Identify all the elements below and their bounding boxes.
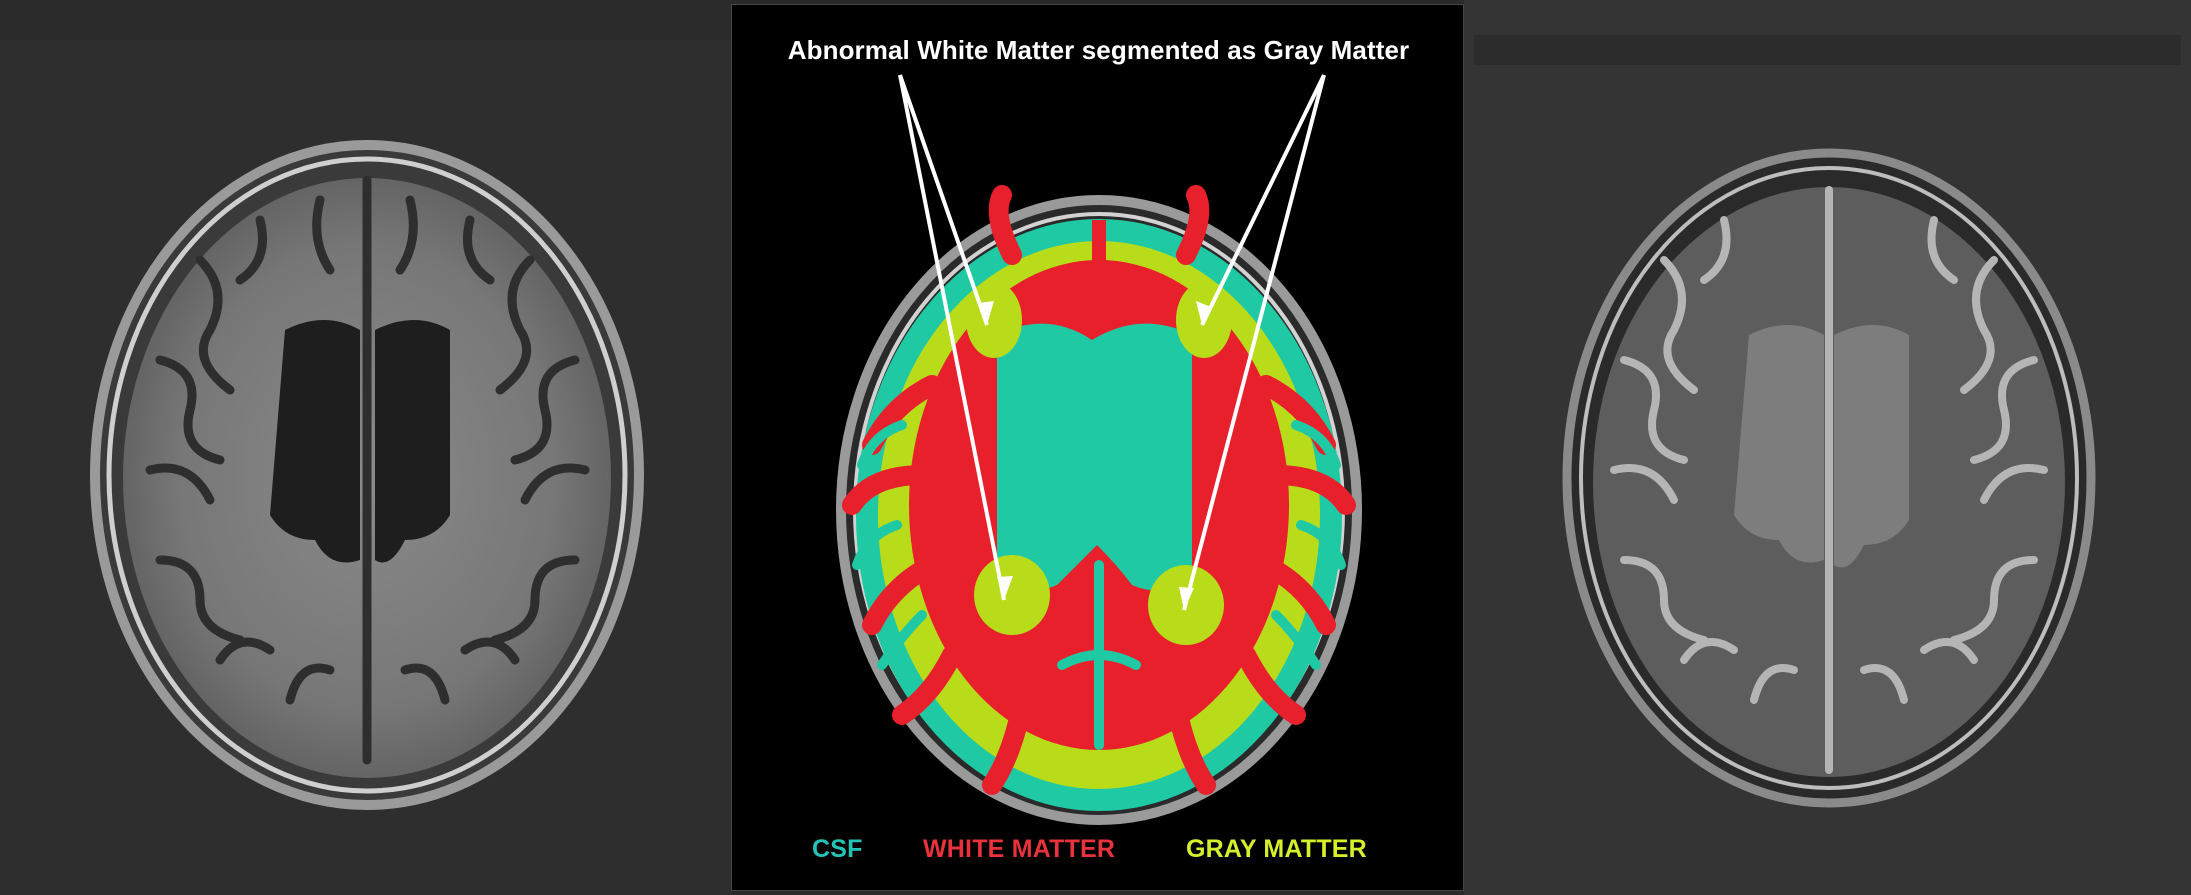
legend-csf: CSF (812, 835, 863, 863)
top-strip-right (1474, 35, 2181, 65)
right-mri-panel (1464, 0, 2191, 895)
top-strip (0, 0, 731, 40)
legend-white-matter: WHITE MATTER (923, 835, 1116, 863)
annotation-arrows (898, 74, 1326, 611)
segmentation-mri-image (836, 74, 1362, 825)
segmentation-panel: Abnormal White Matter segmented as Gray … (731, 4, 1464, 891)
t2-mri-image (1562, 148, 2096, 808)
annotation-text: Abnormal White Matter segmented as Gray … (787, 35, 1410, 65)
t1-mri-image (90, 140, 644, 810)
legend-gray-matter: GRAY MATTER (1186, 835, 1367, 863)
left-mri-panel (0, 0, 731, 895)
